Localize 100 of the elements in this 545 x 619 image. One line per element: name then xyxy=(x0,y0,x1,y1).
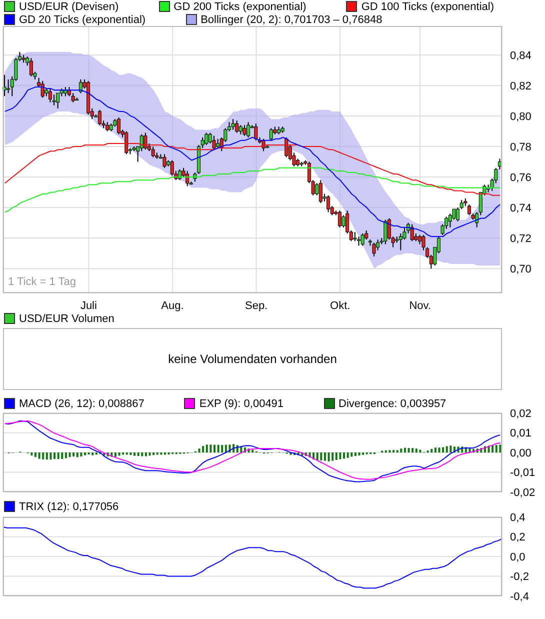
bar xyxy=(118,452,120,456)
bar xyxy=(400,448,402,452)
candlestick xyxy=(326,194,330,213)
bar xyxy=(499,444,502,452)
bar xyxy=(198,448,200,452)
bar xyxy=(442,447,444,452)
legend-label: GD 100 Ticks (exponential) xyxy=(361,0,494,12)
candlestick xyxy=(284,136,288,158)
bar xyxy=(42,452,44,460)
y-tick-label: 0,02 xyxy=(510,408,532,420)
line-series xyxy=(4,167,501,213)
bar xyxy=(415,448,418,452)
candlestick xyxy=(162,154,166,168)
candlestick xyxy=(338,210,342,228)
candlestick xyxy=(124,130,128,155)
candlestick xyxy=(353,231,357,242)
bar xyxy=(76,452,78,458)
y-tick-label: 0,78 xyxy=(510,141,532,154)
candlestick xyxy=(48,88,52,103)
bar xyxy=(324,452,326,461)
y-tick-label: 0,2 xyxy=(510,532,526,544)
candlestick xyxy=(78,78,82,94)
y-tick-label: -0,01 xyxy=(510,467,536,480)
bar xyxy=(34,452,36,458)
candlestick xyxy=(269,128,273,141)
bar xyxy=(221,444,224,452)
candlestick xyxy=(318,180,322,204)
candlestick xyxy=(170,160,174,176)
candlestick xyxy=(372,242,376,257)
y-tick-label: -0,2 xyxy=(510,571,529,584)
bar xyxy=(80,452,82,456)
bar xyxy=(114,452,116,457)
bar xyxy=(346,452,349,458)
text: keine Volumendaten vorhanden xyxy=(168,352,337,366)
y-tick-label: 0,00 xyxy=(510,447,532,460)
candlestick xyxy=(418,234,422,245)
bar xyxy=(316,452,318,460)
candlestick xyxy=(75,97,79,100)
bar xyxy=(354,452,356,456)
candlestick xyxy=(204,132,208,146)
bar xyxy=(84,452,86,456)
bar xyxy=(141,452,144,456)
y-tick-label: 0,76 xyxy=(510,172,532,184)
bar xyxy=(38,452,40,459)
candlestick xyxy=(151,146,155,158)
bar xyxy=(450,446,452,452)
bar xyxy=(64,452,67,458)
candlestick xyxy=(254,123,258,141)
y-tick-label: -0,4 xyxy=(510,590,529,603)
candlestick xyxy=(242,124,246,136)
y-tick-label: 0,01 xyxy=(510,428,532,440)
candlestick xyxy=(235,120,239,134)
y-tick-label: 0,72 xyxy=(510,232,532,245)
candlestick xyxy=(410,224,414,242)
y-tick-label: 0,80 xyxy=(510,110,532,123)
legend-label: EXP (9): 0,00491 xyxy=(199,398,284,410)
bar xyxy=(68,452,71,458)
bar xyxy=(332,452,334,461)
bar xyxy=(430,448,433,452)
bar xyxy=(412,448,414,452)
candlestick xyxy=(144,132,148,150)
candlestick xyxy=(246,122,250,138)
bar xyxy=(446,446,448,452)
bar xyxy=(328,452,330,462)
y-tick-label: 0,4 xyxy=(510,512,526,524)
candlestick xyxy=(29,58,33,77)
bar xyxy=(343,452,346,459)
annotation: 1 Tick = 1 Tag xyxy=(8,276,76,288)
x-tick-label: Juli xyxy=(80,300,97,312)
candlestick xyxy=(40,80,44,98)
bar xyxy=(434,448,436,452)
bar xyxy=(30,452,33,456)
candlestick xyxy=(357,236,360,246)
y-tick-label: 0,84 xyxy=(510,50,532,62)
candlestick xyxy=(384,219,388,245)
bar xyxy=(202,446,204,452)
bar xyxy=(495,444,498,452)
candlestick xyxy=(140,134,144,152)
bar xyxy=(152,452,155,456)
candlestick xyxy=(106,122,110,132)
bar xyxy=(214,444,216,452)
candlestick xyxy=(231,118,235,130)
y-tick-label: 0,74 xyxy=(510,202,532,214)
bar xyxy=(335,452,338,460)
bar xyxy=(46,452,48,460)
bar xyxy=(72,452,75,456)
bar xyxy=(130,452,132,456)
legend-label: GD 20 Ticks (exponential) xyxy=(19,14,146,26)
bar xyxy=(50,452,52,460)
bar xyxy=(57,452,60,460)
bar xyxy=(404,448,406,452)
x-tick-label: Aug. xyxy=(161,300,184,312)
candlestick xyxy=(448,213,452,228)
bar xyxy=(217,444,220,452)
bar xyxy=(358,452,360,456)
bar xyxy=(438,448,440,452)
legend-label: MACD (26, 12): 0,008867 xyxy=(19,398,144,410)
bar xyxy=(61,452,64,460)
bar xyxy=(148,452,151,456)
candlestick xyxy=(2,74,6,97)
